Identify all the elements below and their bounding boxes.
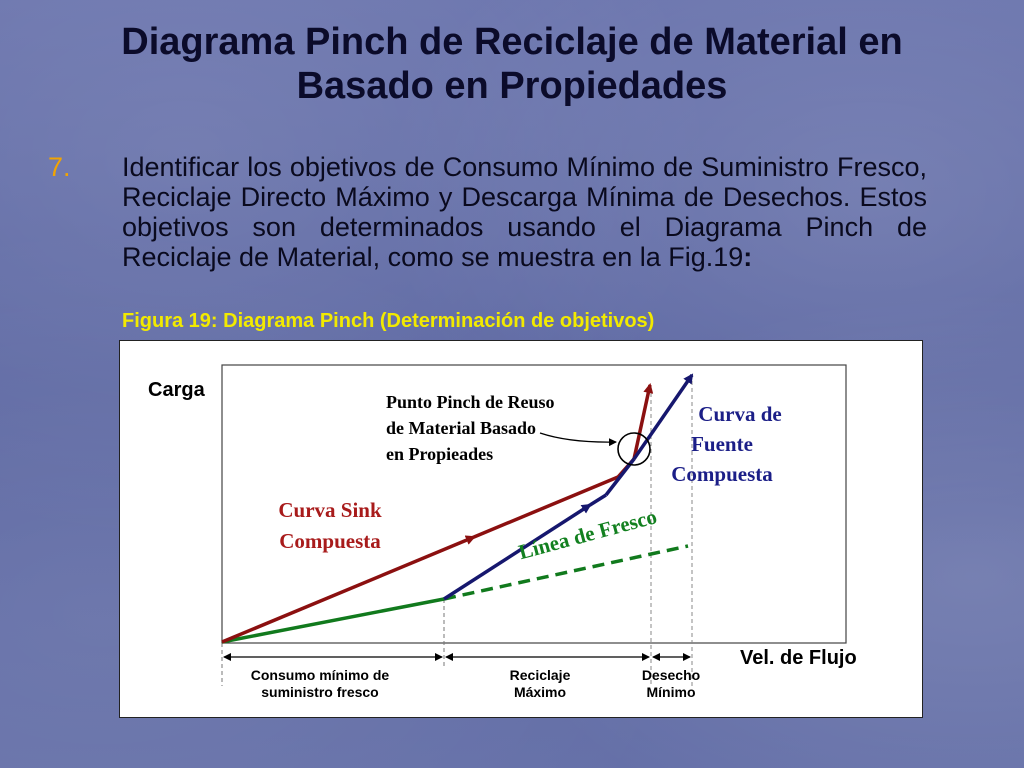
source-curve-label: Curva de Fuente Compuesta [652,399,792,489]
desecho-label: Desecho Mínimo [631,667,711,701]
title-line-2: Basado en Propiedades [296,65,728,107]
source-curve-segment-1 [443,503,592,601]
consumo-label: Consumo mínimo de suministro fresco [232,667,408,701]
desecho-label-line-2: Mínimo [646,684,696,700]
source-label-line-3: Compuesta [671,462,773,486]
fresh-line-dashed [443,544,689,601]
sink-curve-segment-2 [473,475,619,539]
sink-curve-segment-1 [221,535,476,644]
figure-caption: Figura 19: Diagrama Pinch (Determinación… [122,310,655,332]
title-line-1: Diagrama Pinch de Reciclaje de Material … [121,21,903,63]
source-curve-segment-4 [632,373,694,460]
source-label-line-2: Fuente [691,432,753,456]
consumo-label-line-1: Consumo mínimo de [250,667,390,683]
reciclaje-label: Reciclaje Máximo [490,667,590,701]
source-curve-segment-2 [589,493,607,507]
y-axis-label: Carga [148,379,205,401]
pinch-label-line-1: Punto Pinch de Reuso [386,392,555,412]
item-colon: : [743,242,753,272]
x-axis-label: Vel. de Flujo [740,647,857,669]
item-body: Identificar los objetivos de Consumo Mín… [122,152,927,272]
source-label-line-1: Curva de [698,402,782,426]
reciclaje-label-line-1: Reciclaje [509,667,571,683]
slide-title: Diagrama Pinch de Reciclaje de Material … [20,20,1004,108]
sink-label-line-2: Compuesta [279,529,381,553]
pinch-label-line-2: de Material Basado [386,418,536,438]
list-item-number: 7. [48,152,71,182]
plot-frame [221,364,847,644]
pinch-point-circle [617,432,651,466]
fresh-line-solid [221,597,445,644]
sink-label-line-1: Curva Sink [278,498,382,522]
reciclaje-label-line-2: Máximo [513,684,567,700]
pinch-diagram-canvas [221,364,847,686]
pinch-label: Punto Pinch de Reuso de Material Basado … [386,389,555,467]
pinch-pointer-arrow [539,432,617,447]
pinch-label-line-3: en Propieades [386,444,494,464]
sink-curve-segment-4 [632,383,654,460]
desecho-label-line-1: Desecho [641,667,701,683]
sink-curve-label: Curva Sink Compuesta [260,495,400,557]
list-item-text: Identificar los objetivos de Consumo Mín… [122,152,927,272]
pinch-diagram: Carga Vel. de Flujo Punto Pinch de Reuso… [119,340,923,718]
consumo-label-line-2: suministro fresco [261,684,379,700]
